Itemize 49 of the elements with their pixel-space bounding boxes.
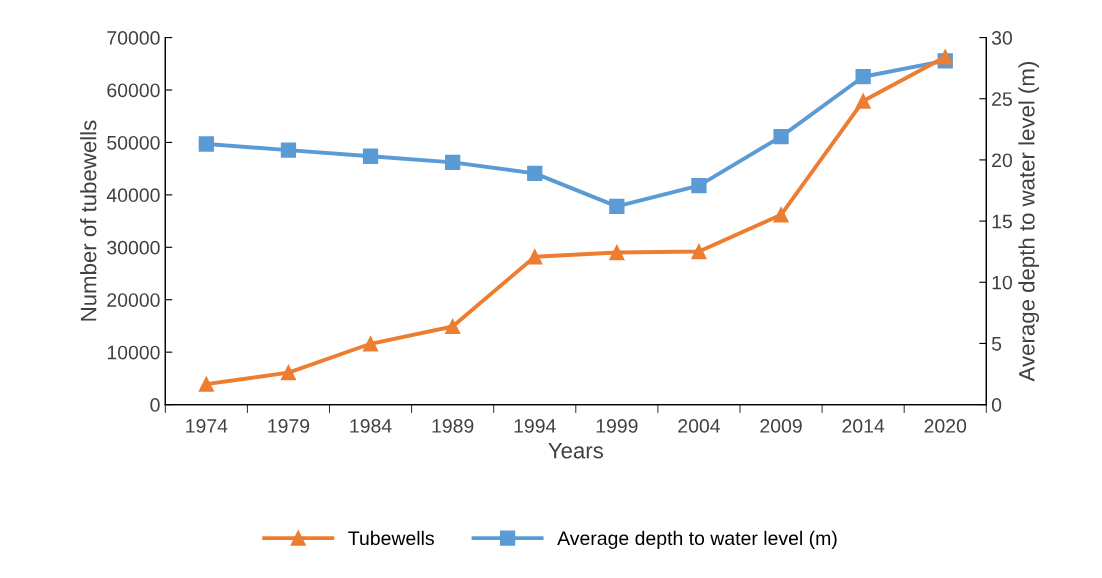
y-tick-label: 70000 bbox=[107, 31, 160, 45]
x-tick-label: 1984 bbox=[350, 419, 392, 433]
y-tick-label: 60000 bbox=[107, 83, 160, 98]
y2-tick-label: 10 bbox=[992, 275, 1013, 290]
y-tick-label: 50000 bbox=[107, 135, 160, 150]
y-tick-label: 40000 bbox=[106, 188, 160, 203]
y2-tick-label: 25 bbox=[992, 92, 1012, 106]
point bbox=[855, 93, 871, 109]
x-tick-label: 1989 bbox=[432, 419, 474, 433]
y2-tick-label: 20 bbox=[992, 153, 1013, 168]
point bbox=[773, 129, 789, 145]
point bbox=[527, 249, 543, 265]
x-tick-label: 1974 bbox=[186, 419, 228, 433]
point bbox=[609, 244, 625, 261]
point bbox=[280, 364, 297, 381]
point bbox=[362, 148, 379, 164]
point bbox=[527, 165, 543, 182]
y2-tick-label: 30 bbox=[991, 31, 1013, 45]
x-tick-label: 2004 bbox=[678, 419, 720, 433]
legend-label: Average depth to water level (m) bbox=[557, 530, 837, 549]
point bbox=[691, 243, 707, 260]
y2-axis-title: Average depth to water level (m) bbox=[1018, 62, 1040, 382]
y2-tick-label: 5 bbox=[991, 337, 1002, 351]
point bbox=[362, 336, 379, 352]
y-axis-title: Number of tubewells bbox=[80, 120, 97, 321]
point bbox=[198, 376, 214, 392]
y-tick-label: 0 bbox=[150, 398, 160, 412]
point bbox=[280, 142, 297, 158]
y-tick-label: 20000 bbox=[107, 293, 160, 307]
legend-label: Tubewells bbox=[348, 530, 434, 546]
x-tick-label: 2009 bbox=[760, 419, 802, 433]
point bbox=[773, 207, 789, 223]
x-tick-label: 1994 bbox=[514, 419, 556, 433]
point bbox=[937, 49, 953, 65]
x-tick-label: 2014 bbox=[842, 419, 885, 433]
point bbox=[445, 318, 461, 335]
point bbox=[609, 198, 625, 215]
x-tick-label: 1979 bbox=[268, 419, 310, 433]
x-tick-label: 1999 bbox=[596, 419, 638, 433]
y2-tick-label: 15 bbox=[992, 214, 1012, 229]
y2-tick-label: 0 bbox=[991, 398, 1002, 412]
y-tick-label: 10000 bbox=[107, 345, 160, 360]
x-axis-title: Years bbox=[548, 442, 604, 459]
point bbox=[691, 177, 707, 194]
x-tick-label: 2020 bbox=[924, 419, 967, 433]
y-tick-label: 30000 bbox=[107, 240, 160, 255]
point bbox=[198, 136, 214, 152]
point bbox=[855, 69, 871, 85]
point bbox=[445, 154, 461, 170]
